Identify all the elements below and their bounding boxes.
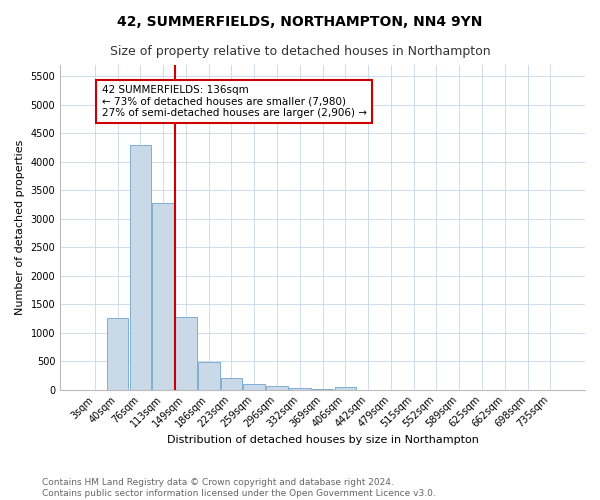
Bar: [152, 203, 174, 390]
Bar: [289, 388, 311, 390]
Y-axis label: Number of detached properties: Number of detached properties: [15, 140, 25, 315]
Bar: [175, 316, 197, 390]
Bar: [221, 378, 242, 390]
Text: 42 SUMMERFIELDS: 136sqm
← 73% of detached houses are smaller (7,980)
27% of semi: 42 SUMMERFIELDS: 136sqm ← 73% of detache…: [101, 85, 367, 118]
Bar: [244, 384, 265, 390]
Bar: [312, 389, 334, 390]
Bar: [130, 144, 151, 390]
Text: Contains HM Land Registry data © Crown copyright and database right 2024.
Contai: Contains HM Land Registry data © Crown c…: [42, 478, 436, 498]
X-axis label: Distribution of detached houses by size in Northampton: Distribution of detached houses by size …: [167, 435, 479, 445]
Bar: [335, 387, 356, 390]
Text: Size of property relative to detached houses in Northampton: Size of property relative to detached ho…: [110, 45, 490, 58]
Bar: [107, 318, 128, 390]
Text: 42, SUMMERFIELDS, NORTHAMPTON, NN4 9YN: 42, SUMMERFIELDS, NORTHAMPTON, NN4 9YN: [118, 15, 482, 29]
Bar: [266, 386, 288, 390]
Bar: [198, 362, 220, 390]
